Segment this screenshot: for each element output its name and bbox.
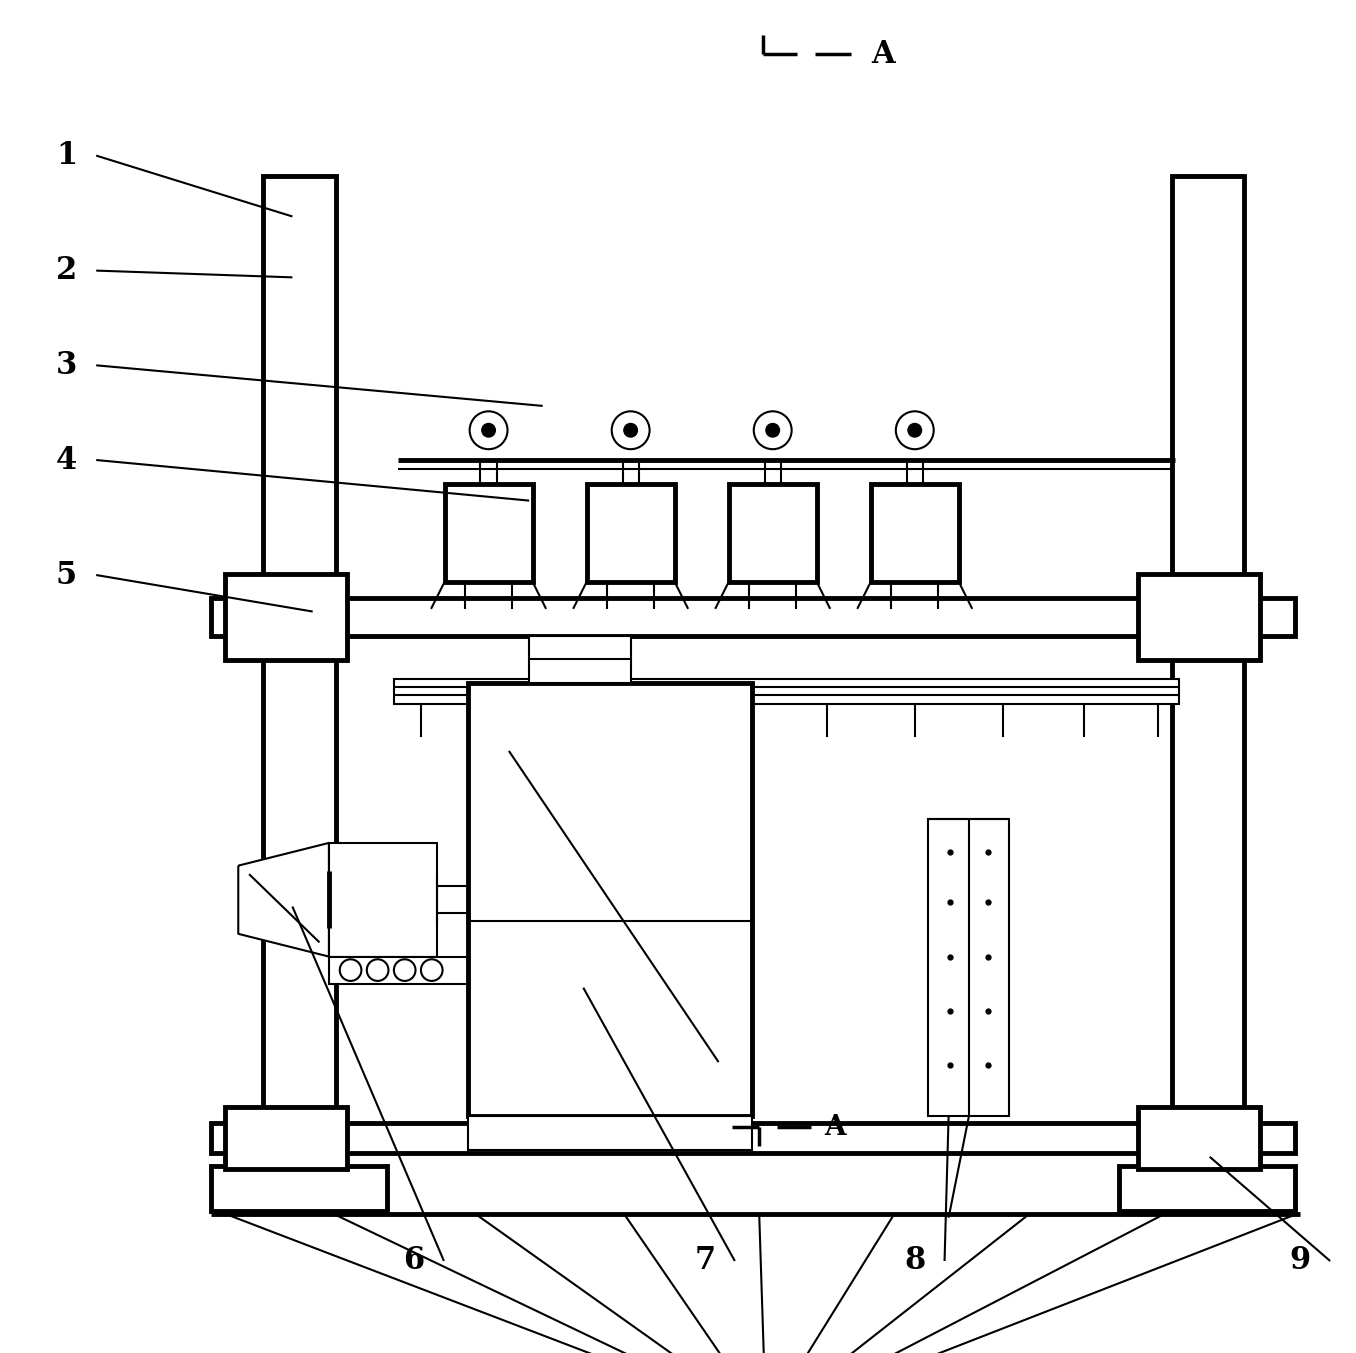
Bar <box>330 957 468 984</box>
Circle shape <box>766 423 780 437</box>
Text: 1: 1 <box>56 141 77 170</box>
Bar <box>728 484 816 582</box>
Bar <box>929 819 1009 1116</box>
Bar <box>1138 1107 1260 1169</box>
Circle shape <box>909 423 922 437</box>
Text: A: A <box>824 1114 846 1141</box>
Text: 8: 8 <box>904 1246 925 1276</box>
Bar <box>263 176 336 1166</box>
Text: A: A <box>872 39 895 69</box>
Circle shape <box>481 423 495 437</box>
Text: 3: 3 <box>56 350 77 380</box>
Bar <box>212 598 1295 636</box>
Bar <box>529 636 631 683</box>
Bar <box>468 1116 753 1150</box>
Text: 6: 6 <box>404 1246 424 1276</box>
Circle shape <box>624 423 637 437</box>
Bar <box>225 1107 347 1169</box>
Bar <box>1119 1166 1295 1211</box>
Bar <box>871 484 959 582</box>
Bar <box>1172 176 1243 1166</box>
Bar <box>445 484 533 582</box>
Bar <box>1138 574 1260 660</box>
Bar <box>212 1166 386 1211</box>
Text: 4: 4 <box>56 445 77 475</box>
Text: 7: 7 <box>694 1246 716 1276</box>
Text: 5: 5 <box>56 560 77 590</box>
Polygon shape <box>239 843 330 957</box>
Text: 2: 2 <box>56 256 77 285</box>
Bar <box>468 683 753 1116</box>
Bar <box>225 574 347 660</box>
Text: 9: 9 <box>1290 1246 1311 1276</box>
Bar <box>587 484 675 582</box>
Bar <box>393 679 1178 704</box>
Bar <box>330 843 437 957</box>
Bar <box>212 1123 1295 1153</box>
